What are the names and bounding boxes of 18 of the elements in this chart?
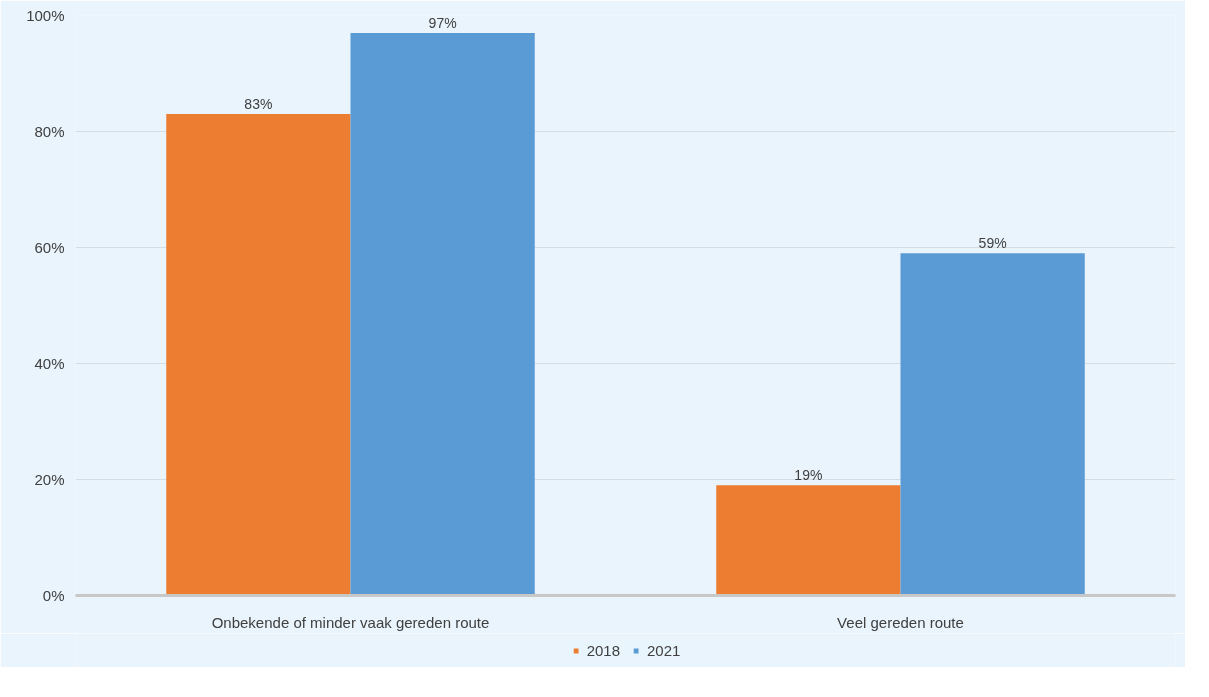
bar (350, 32, 535, 596)
x-tick-label: Onbekende of minder vaak gereden route (211, 613, 490, 631)
legend-label: 2018 (586, 641, 620, 659)
data-label: 59% (978, 235, 1007, 252)
bar (900, 253, 1085, 596)
y-tick-label: 40% (34, 355, 65, 372)
legend-label: 2021 (647, 641, 681, 659)
data-label: 19% (794, 467, 823, 484)
data-label: 83% (244, 96, 273, 113)
x-tick-label: Veel gereden route (837, 613, 964, 631)
y-tick-label: 100% (26, 7, 65, 24)
bar (716, 485, 901, 596)
bar (166, 114, 351, 596)
y-tick-label: 20% (34, 471, 65, 488)
y-tick-label: 80% (34, 123, 65, 140)
y-tick-label: 0% (42, 587, 65, 604)
y-tick-label: 60% (34, 239, 65, 256)
data-label: 97% (428, 14, 457, 31)
